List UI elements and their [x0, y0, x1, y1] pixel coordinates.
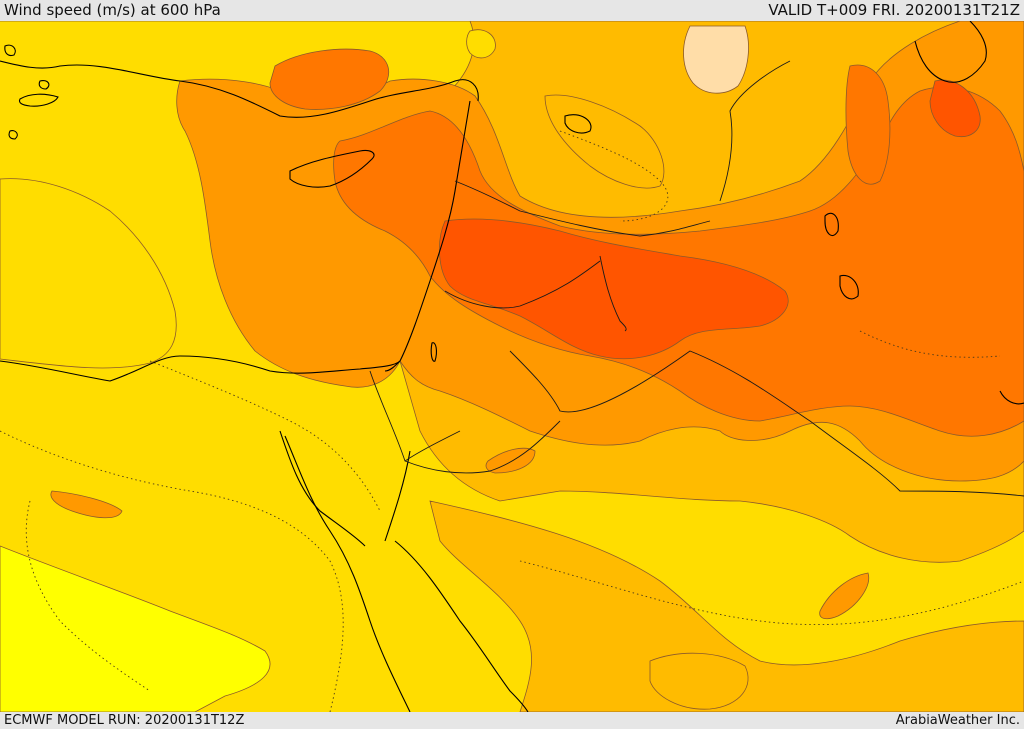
coastline-egypt-north [0, 355, 401, 382]
wind-cell-small-4 [544, 94, 665, 189]
dotted-isotach-6 [25, 500, 151, 692]
border-egypt-israel [404, 430, 461, 462]
wind-band-yellow-sw [0, 545, 271, 712]
border-iraq-iran [719, 60, 791, 202]
model-run: ECMWF MODEL RUN: 20200131T12Z [4, 713, 245, 728]
wind-band-red-orange-ne [929, 79, 981, 138]
coastline-persian-gulf [999, 390, 1024, 405]
wind-cell-small-6 [466, 29, 496, 59]
wind-cell-small-5 [649, 652, 749, 710]
coastline-gulf-of-suez [279, 430, 366, 547]
coastline-dead-sea [430, 342, 437, 362]
coastline-anatolia [0, 60, 479, 118]
border-turkey-syria [454, 180, 711, 237]
coastline-crete [18, 93, 59, 107]
map-canvas [0, 21, 1024, 712]
wind-band-red-orange-core [439, 218, 789, 360]
map-title: Wind speed (m/s) at 600 hPa [4, 1, 221, 19]
coastline-levant [384, 100, 471, 372]
coastline-caspian [914, 21, 987, 83]
dotted-isotach-4 [559, 130, 669, 222]
coastline-gulf-of-aqaba [384, 450, 411, 542]
dotted-isotach-3 [519, 560, 1024, 626]
wind-band-dark-orange-nw [269, 48, 390, 110]
coastline-lake-urmia [824, 212, 839, 236]
coastlines [0, 21, 1024, 712]
wind-band-peach [683, 25, 749, 94]
border-egypt-sudan [369, 370, 561, 474]
footer-bar: ECMWF MODEL RUN: 20200131T12Z ArabiaWeat… [0, 712, 1024, 729]
dotted-isotachs [0, 130, 1024, 712]
coastline-aegean-islands [4, 44, 50, 140]
valid-time: VALID T+009 FRI. 20200131T21Z [768, 1, 1020, 19]
coastline-red-sea-east [394, 540, 529, 712]
border-syria-iraq [599, 255, 627, 332]
wind-band-gold-west [0, 178, 177, 369]
wind-speed-map [0, 21, 1024, 712]
coastline-lake-van [564, 114, 592, 134]
credit: ArabiaWeather Inc. [895, 713, 1020, 728]
wind-cell-small-2 [819, 572, 870, 620]
borders [369, 60, 1024, 497]
coastline-red-sea-west [284, 435, 411, 712]
wind-cell-small-1 [50, 490, 123, 519]
wind-band-amber-southeast [429, 500, 1024, 712]
header-bar: Wind speed (m/s) at 600 hPa VALID T+009 … [0, 0, 1024, 21]
border-iraq-saudi [509, 350, 1024, 497]
coastline-cyprus [289, 149, 375, 188]
coastline-lake-2 [839, 274, 859, 300]
border-jordan [444, 260, 601, 309]
wind-band-dark-orange-ne [845, 64, 891, 185]
